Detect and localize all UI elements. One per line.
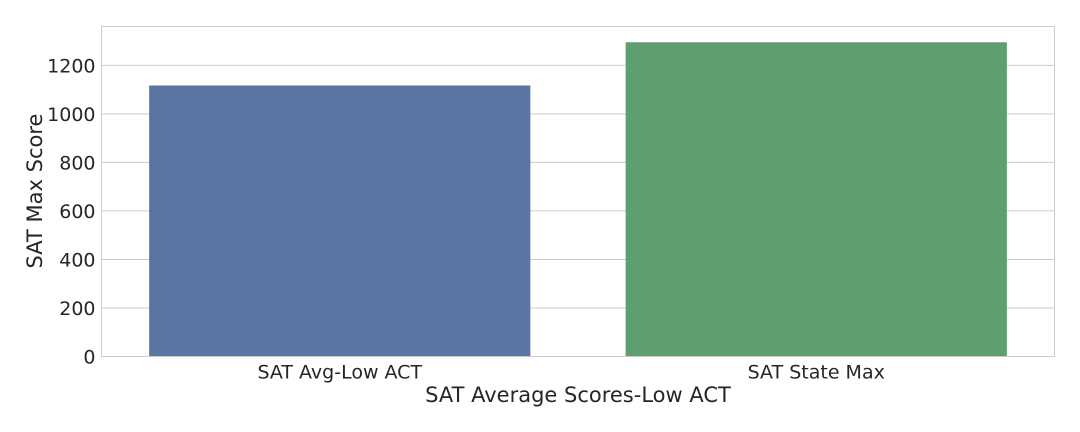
bar-sat-state-max: [625, 42, 1007, 357]
x-tick-label-1: SAT State Max: [748, 362, 885, 384]
y-tick-label-800: 800: [59, 152, 95, 174]
plot-frame: [101, 26, 1055, 357]
y-tick-label-0: 0: [83, 347, 95, 369]
y-axis-label: SAT Max Score: [23, 114, 47, 269]
y-tick-label-1200: 1200: [47, 55, 95, 77]
x-tick-labels: SAT Avg-Low ACT SAT State Max: [257, 362, 884, 384]
y-tick-label-200: 200: [59, 298, 95, 320]
y-tick-label-600: 600: [59, 201, 95, 223]
y-tick-labels: 0 200 400 600 800 1000 1200: [47, 55, 95, 368]
x-tick-label-0: SAT Avg-Low ACT: [257, 362, 422, 384]
bars-layer: [149, 42, 1007, 357]
bar-sat-avg-low-act: [149, 85, 531, 357]
y-tick-label-400: 400: [59, 249, 95, 271]
x-axis-label: SAT Average Scores-Low ACT: [425, 383, 731, 407]
y-tick-label-1000: 1000: [47, 104, 95, 126]
